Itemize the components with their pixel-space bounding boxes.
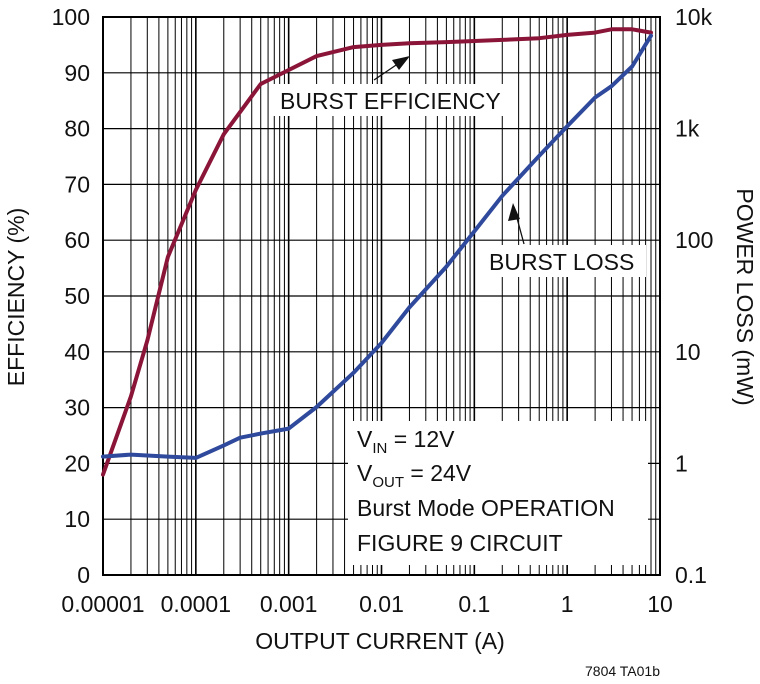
burst-efficiency-line (101, 27, 653, 477)
y-left-tick-label: 80 (64, 116, 90, 142)
y-left-tick-label: 100 (52, 4, 90, 30)
y-left-tick-label: 10 (64, 506, 90, 532)
vin-condition: VIN = 12V (357, 426, 455, 457)
x-tick-label: 0.1 (458, 591, 490, 617)
y-left-tick-label: 90 (64, 60, 90, 86)
burst-loss-line (101, 33, 653, 460)
data-series (101, 27, 653, 477)
y-left-tick-label: 30 (64, 395, 90, 421)
y-left-tick-label: 0 (77, 562, 90, 588)
x-tick-label: 1 (561, 591, 574, 617)
y-right-tick-label: 10 (675, 339, 701, 365)
y-right-axis-title: POWER LOSS (mW) (732, 188, 758, 405)
y-right-tick-label: 0.1 (675, 562, 707, 588)
vout-condition: VOUT = 24V (357, 460, 472, 491)
x-tick-label: 0.001 (260, 591, 318, 617)
burst-loss-label-bg (482, 245, 646, 277)
burst-efficiency-label: BURST EFFICIENCY (280, 88, 501, 114)
burst-loss-label: BURST LOSS (489, 249, 634, 275)
y-right-tick-label: 1k (675, 116, 700, 142)
y-left-tick-label: 50 (64, 283, 90, 309)
x-tick-label: 0.00001 (61, 591, 144, 617)
y-right-tick-label: 10k (675, 4, 713, 30)
burst-loss-arrowhead (508, 203, 520, 221)
x-axis-title: OUTPUT CURRENT (A) (255, 628, 505, 654)
y-left-tick-label: 70 (64, 171, 90, 197)
y-left-tick-label: 40 (64, 339, 90, 365)
mode-condition: Burst Mode OPERATION (357, 495, 615, 521)
plot-frame (102, 16, 661, 576)
figure-code: 7804 TA01b (585, 663, 660, 679)
conditions-box-bg (348, 421, 648, 565)
plot-border (102, 16, 661, 576)
burst-efficiency-arrowhead (392, 56, 410, 70)
x-tick-label: 10 (647, 591, 673, 617)
y-right-tick-label: 1 (675, 450, 688, 476)
y-left-tick-label: 60 (64, 227, 90, 253)
y-right-tick-label: 100 (675, 227, 713, 253)
burst-efficiency-label-bg (272, 84, 512, 116)
x-tick-label: 0.0001 (161, 591, 231, 617)
y-left-axis-title: EFFICIENCY (%) (3, 208, 29, 386)
circuit-condition: FIGURE 9 CIRCUIT (357, 530, 563, 556)
x-tick-label: 0.01 (359, 591, 404, 617)
y-left-tick-label: 20 (64, 450, 90, 476)
tick-labels: 0.00001 0.0001 0.001 0.01 0.1 1 10010203040506… (52, 4, 714, 617)
